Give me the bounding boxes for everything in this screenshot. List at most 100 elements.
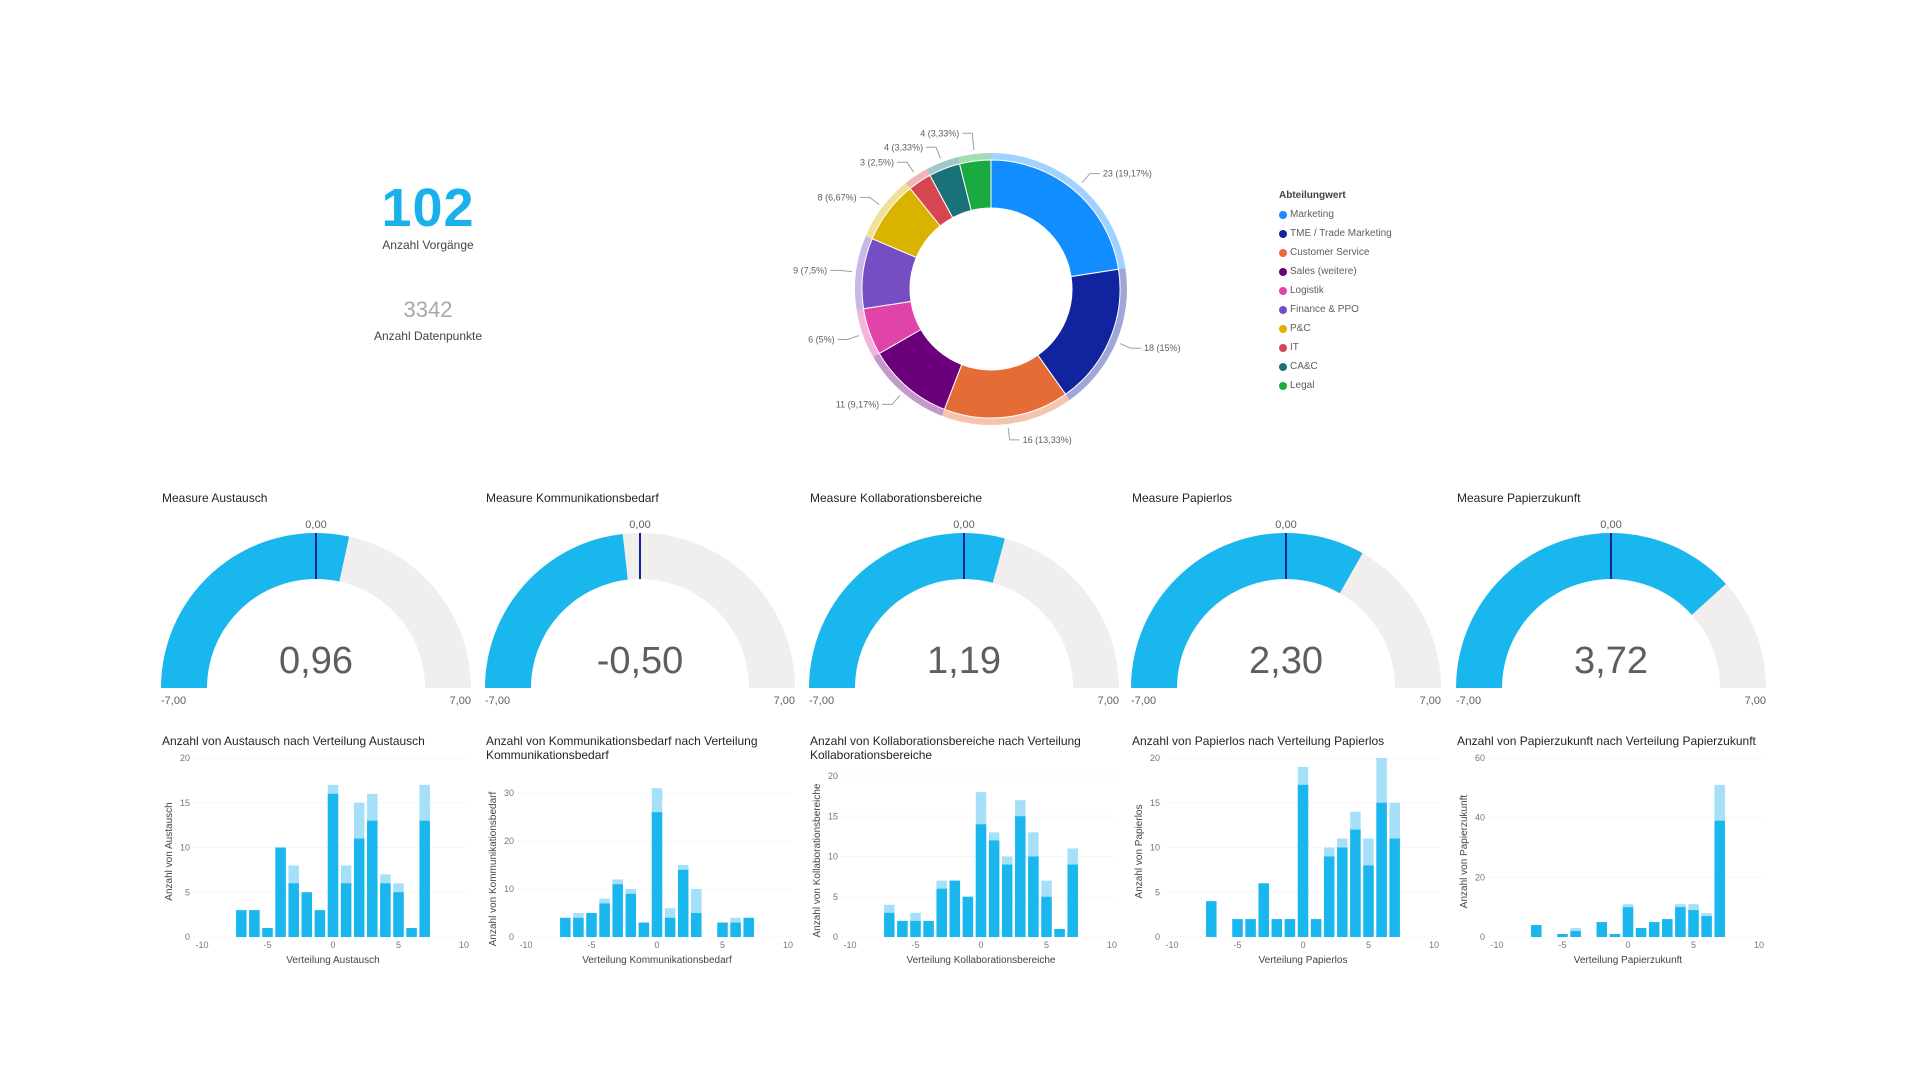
histogram-bar-highlighted[interactable] (1258, 883, 1269, 937)
histogram-bar-highlighted[interactable] (1662, 919, 1673, 937)
histogram-bar-highlighted[interactable] (1531, 925, 1542, 937)
histogram-bar-highlighted[interactable] (1067, 864, 1078, 937)
donut-segment-customer-service[interactable] (941, 354, 1070, 425)
legend-item[interactable]: Sales (weitere) (1279, 262, 1392, 281)
histogram-bar-highlighted[interactable] (1701, 916, 1712, 937)
legend-item[interactable]: CA&C (1279, 357, 1392, 376)
legend-item[interactable]: Marketing (1279, 205, 1392, 224)
histogram-bar-highlighted[interactable] (1389, 838, 1400, 937)
histogram-bar-highlighted[interactable] (1041, 896, 1052, 937)
legend-item[interactable]: TME / Trade Marketing (1279, 224, 1392, 243)
histogram-bar-highlighted[interactable] (1557, 934, 1568, 937)
y-tick-label: 15 (1150, 798, 1160, 808)
legend-item[interactable]: Legal (1279, 376, 1392, 395)
legend-item[interactable]: Customer Service (1279, 243, 1392, 262)
histogram-bar-highlighted[interactable] (1350, 829, 1361, 937)
legend-label: Customer Service (1290, 247, 1370, 258)
histogram-bar-highlighted[interactable] (677, 869, 689, 937)
histogram-bar-highlighted[interactable] (717, 922, 728, 937)
donut-segment-finance-ppo[interactable] (855, 235, 918, 310)
histogram-bar-highlighted[interactable] (1714, 820, 1725, 937)
histogram-bar-highlighted[interactable] (380, 883, 391, 937)
histogram-bar-highlighted[interactable] (1206, 901, 1217, 937)
histogram-bar-highlighted[interactable] (301, 892, 313, 937)
histogram-bar-highlighted[interactable] (1297, 784, 1309, 937)
histogram-bar-highlighted[interactable] (612, 884, 623, 937)
histogram-bar-highlighted[interactable] (1376, 802, 1387, 937)
histogram-bar-highlighted[interactable] (1635, 928, 1647, 937)
histogram-bar-highlighted[interactable] (1232, 919, 1243, 937)
histogram-bar-highlighted[interactable] (923, 920, 934, 937)
histogram-bar-highlighted[interactable] (314, 910, 326, 937)
histogram-bar-highlighted[interactable] (1622, 907, 1634, 937)
histogram-bar-highlighted[interactable] (1675, 907, 1686, 937)
x-tick-label: 5 (1366, 940, 1371, 950)
gauge-min-label: -7,00 (161, 695, 186, 707)
histogram-bar-highlighted[interactable] (730, 922, 741, 937)
y-tick-label: 10 (180, 843, 190, 853)
kpi-card-datenpunkte: 3342 Anzahl Datenpunkte (328, 297, 528, 343)
histogram-bar-highlighted[interactable] (393, 892, 404, 937)
gauge-target-label: 0,00 (1600, 519, 1621, 531)
histogram-bar-highlighted[interactable] (651, 812, 663, 937)
histogram-bar-highlighted[interactable] (743, 917, 754, 937)
leader-line (897, 161, 915, 173)
legend-item[interactable]: Logistik (1279, 281, 1392, 300)
histogram-bar-highlighted[interactable] (1609, 934, 1621, 937)
histogram-bar-highlighted[interactable] (249, 910, 260, 937)
histogram-bar-highlighted[interactable] (560, 917, 571, 937)
histogram-bar-highlighted[interactable] (884, 912, 895, 937)
x-tick-label: 10 (1429, 940, 1439, 950)
histogram-bar-highlighted[interactable] (367, 820, 378, 937)
histogram-bar-highlighted[interactable] (1648, 922, 1660, 937)
histogram-bar-highlighted[interactable] (638, 922, 650, 937)
histogram-bar-highlighted[interactable] (1688, 910, 1699, 937)
histogram-bar-highlighted[interactable] (1596, 922, 1608, 937)
histogram-bar-highlighted[interactable] (1363, 865, 1374, 937)
histogram-bar-highlighted[interactable] (236, 910, 247, 937)
histogram-bar-highlighted[interactable] (1271, 919, 1283, 937)
x-axis-title: Verteilung Austausch (286, 955, 379, 966)
histogram-bar-highlighted[interactable] (275, 847, 286, 938)
histogram-bar-highlighted[interactable] (949, 880, 961, 937)
histogram-bar-highlighted[interactable] (353, 838, 365, 937)
histogram-bar-highlighted[interactable] (691, 913, 702, 937)
histogram-bar-highlighted[interactable] (573, 917, 584, 937)
histogram-bar-highlighted[interactable] (340, 883, 352, 937)
histogram-bar-highlighted[interactable] (1284, 919, 1296, 937)
legend-item[interactable]: P&C (1279, 319, 1392, 338)
histogram-bar-highlighted[interactable] (975, 824, 987, 937)
histogram-bar-highlighted[interactable] (664, 917, 676, 937)
histogram-bar-highlighted[interactable] (327, 793, 339, 937)
histogram-bar-highlighted[interactable] (936, 888, 947, 937)
donut-segment-legal[interactable] (957, 153, 992, 212)
donut-data-label: 16 (13,33%) (1023, 435, 1072, 445)
donut-segment-ca-c[interactable] (926, 157, 972, 219)
histogram-bar-highlighted[interactable] (1310, 919, 1322, 937)
histogram-bar-highlighted[interactable] (419, 820, 430, 937)
histogram-bar-highlighted[interactable] (1028, 856, 1039, 938)
histogram-bar-highlighted[interactable] (262, 928, 273, 937)
histogram-bar-highlighted[interactable] (1570, 931, 1581, 937)
histogram-bar-highlighted[interactable] (1245, 919, 1256, 937)
histogram-bar-highlighted[interactable] (962, 896, 974, 937)
y-tick-label: 5 (185, 887, 190, 897)
histogram-bar-highlighted[interactable] (288, 883, 299, 937)
histogram-bar-highlighted[interactable] (599, 903, 610, 937)
histogram-bar-highlighted[interactable] (897, 920, 908, 937)
histogram-bar-highlighted[interactable] (910, 920, 921, 937)
legend-item[interactable]: IT (1279, 338, 1392, 357)
x-tick-label: -5 (587, 940, 595, 950)
histogram-bar-highlighted[interactable] (988, 840, 1000, 937)
histogram-bar-highlighted[interactable] (1323, 856, 1335, 937)
legend-item[interactable]: Finance & PPO (1279, 300, 1392, 319)
histogram-bar-highlighted[interactable] (1337, 847, 1348, 938)
histogram-bar-highlighted[interactable] (1054, 928, 1065, 937)
histogram-bar-highlighted[interactable] (406, 928, 417, 937)
x-tick-label: -10 (195, 940, 208, 950)
histogram-bar-highlighted[interactable] (1001, 864, 1013, 937)
histogram-bar-highlighted[interactable] (625, 893, 637, 937)
histogram-bar-highlighted[interactable] (1015, 816, 1026, 937)
gauge-title: Measure Kommunikationsbedarf (486, 491, 659, 505)
histogram-bar-highlighted[interactable] (586, 913, 597, 937)
